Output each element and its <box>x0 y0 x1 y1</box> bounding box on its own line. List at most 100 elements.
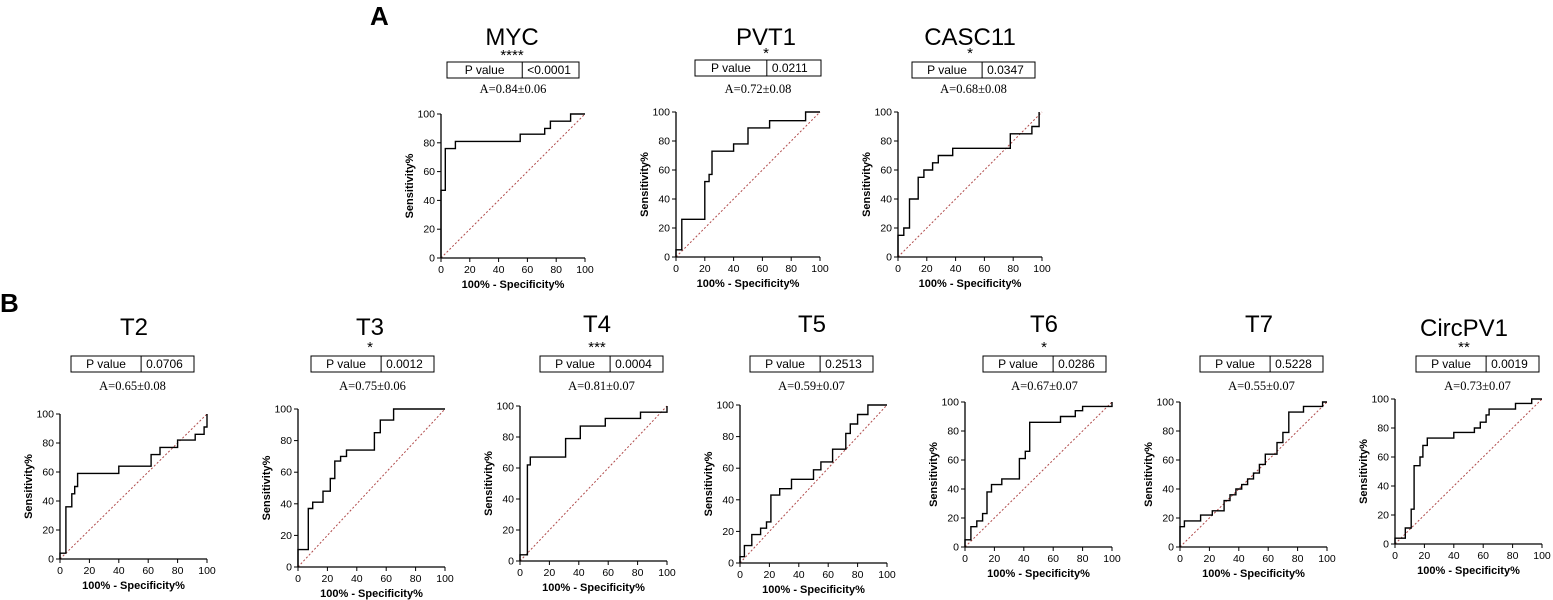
auc-value: A=0.68±0.08 <box>940 82 1007 96</box>
p-value-table <box>982 355 1107 373</box>
auc-value: A=0.81±0.07 <box>568 379 635 393</box>
y-tick-label: 80 <box>42 438 54 450</box>
reference-diagonal <box>1179 401 1328 548</box>
x-tick-label: 80 <box>1077 553 1089 565</box>
roc-chart-t7: T7 P value 0.5228 A=0.55±0.07 00 20 20 40 40 60 60… <box>1143 311 1336 580</box>
y-tick-label: 60 <box>1162 455 1174 467</box>
p-value-table <box>911 61 1036 79</box>
roc-chart-myc: MYC****P value <0.0001 A=0.84±0.06 00 20 20 40… <box>404 24 594 291</box>
x-tick-label: 0 <box>1177 553 1183 565</box>
y-tick-label: 100 <box>1371 394 1389 406</box>
roc-curve <box>675 111 820 257</box>
y-axis-label: Sensitivity% <box>483 451 495 516</box>
x-tick-label: 60 <box>602 567 614 579</box>
p-value-label: P value <box>465 63 505 77</box>
x-tick-label: 20 <box>1419 550 1431 562</box>
chart-title: PVT1 <box>736 24 796 51</box>
p-value: 0.5228 <box>1275 357 1312 371</box>
p-value: 0.0012 <box>386 357 423 371</box>
roc-chart-t2: T2 P value 0.0706 A=0.65±0.08 00 20 20 40 40 60 60… <box>23 314 216 592</box>
significance-stars: * <box>763 45 769 62</box>
x-tick-label: 100 <box>1533 550 1551 562</box>
p-value-table <box>70 355 195 373</box>
x-tick-label: 0 <box>737 569 743 581</box>
y-tick-label: 40 <box>280 498 292 510</box>
x-tick-label: 20 <box>322 573 334 585</box>
y-axis-label: Sensitivity% <box>703 451 715 516</box>
roc-curve <box>964 402 1113 547</box>
p-value-label: P value <box>765 357 805 371</box>
p-value: 0.0347 <box>987 63 1024 77</box>
y-tick-label: 20 <box>1377 510 1389 522</box>
p-value-label: P value <box>711 61 751 75</box>
y-axis-label: Sensitivity% <box>23 454 35 519</box>
p-value-table <box>539 355 664 373</box>
y-tick-label: 40 <box>1162 484 1174 496</box>
x-axis-label: 100% - Specificity% <box>542 582 645 594</box>
y-tick-label: 80 <box>423 137 435 149</box>
x-tick-label: 80 <box>410 573 422 585</box>
roc-chart-circpv1: CircPV1**P value 0.0019 A=0.73±0.07 00 20 20 4… <box>1358 315 1551 577</box>
chart-title: T7 <box>1245 311 1273 338</box>
roc-chart-casc11: CASC11*P value 0.0347 A=0.68±0.08 00 20 20 40 4… <box>861 24 1051 290</box>
p-value-table <box>1199 355 1324 373</box>
y-tick-label: 60 <box>423 166 435 178</box>
p-value-table <box>694 59 822 77</box>
reference-diagonal <box>59 413 208 560</box>
p-value-label: P value <box>326 357 366 371</box>
p-value-label: P value <box>927 63 967 77</box>
y-axis-label: Sensitivity% <box>861 152 873 217</box>
roc-curve <box>519 406 668 561</box>
p-value: 0.0706 <box>146 357 183 371</box>
y-tick-label: 80 <box>722 431 734 443</box>
roc-chart-t4: T4***P value 0.0004 A=0.81±0.07 00 20 20 40 40 6… <box>483 311 676 594</box>
x-axis-label: 100% - Specificity% <box>1417 565 1520 577</box>
x-tick-label: 0 <box>57 565 63 577</box>
x-tick-label: 40 <box>351 573 363 585</box>
roc-chart-t5: T5 P value 0.2513 A=0.59±0.07 00 20 20 40 40 60 60… <box>703 311 896 596</box>
x-tick-label: 80 <box>1292 553 1304 565</box>
x-tick-label: 100 <box>658 567 676 579</box>
roc-curve <box>297 408 445 567</box>
y-tick-label: 100 <box>496 401 514 413</box>
x-tick-label: 20 <box>1204 553 1216 565</box>
x-tick-label: 20 <box>464 264 476 276</box>
x-tick-label: 80 <box>632 567 644 579</box>
x-axis-label: 100% - Specificity% <box>762 584 865 596</box>
panel-label-b: B <box>0 288 19 318</box>
y-tick-label: 80 <box>1162 426 1174 438</box>
x-tick-label: 40 <box>1233 553 1245 565</box>
y-tick-label: 20 <box>502 525 514 537</box>
x-tick-label: 40 <box>950 263 962 275</box>
y-tick-label: 0 <box>429 253 435 265</box>
y-axis-label: Sensitivity% <box>928 442 940 507</box>
chart-title: T5 <box>798 311 826 338</box>
y-axis-label: Sensitivity% <box>261 455 273 520</box>
x-axis-label: 100% - Specificity% <box>320 588 423 600</box>
panel-label-a: A <box>370 1 389 31</box>
auc-value: A=0.59±0.07 <box>778 379 845 393</box>
y-tick-label: 20 <box>947 513 959 525</box>
y-tick-label: 40 <box>722 494 734 506</box>
x-tick-label: 0 <box>962 553 968 565</box>
y-tick-label: 100 <box>36 409 54 421</box>
x-tick-label: 0 <box>295 573 301 585</box>
y-tick-label: 60 <box>502 463 514 475</box>
y-tick-label: 100 <box>941 397 959 409</box>
auc-value: A=0.65±0.08 <box>99 379 166 393</box>
x-tick-label: 0 <box>1392 550 1398 562</box>
x-tick-label: 100 <box>1033 263 1051 275</box>
y-tick-label: 60 <box>42 467 54 479</box>
y-tick-label: 80 <box>947 426 959 438</box>
y-tick-label: 40 <box>423 195 435 207</box>
x-tick-label: 20 <box>544 567 556 579</box>
x-tick-label: 60 <box>1047 553 1059 565</box>
y-tick-label: 100 <box>716 400 734 412</box>
p-value-label: P value <box>1215 357 1255 371</box>
x-tick-label: 40 <box>1448 550 1460 562</box>
significance-stars: *** <box>588 339 606 356</box>
x-tick-label: 100 <box>1318 553 1336 565</box>
chart-title: T6 <box>1030 311 1058 338</box>
y-tick-label: 20 <box>1162 513 1174 525</box>
x-axis-label: 100% - Specificity% <box>987 568 1090 580</box>
